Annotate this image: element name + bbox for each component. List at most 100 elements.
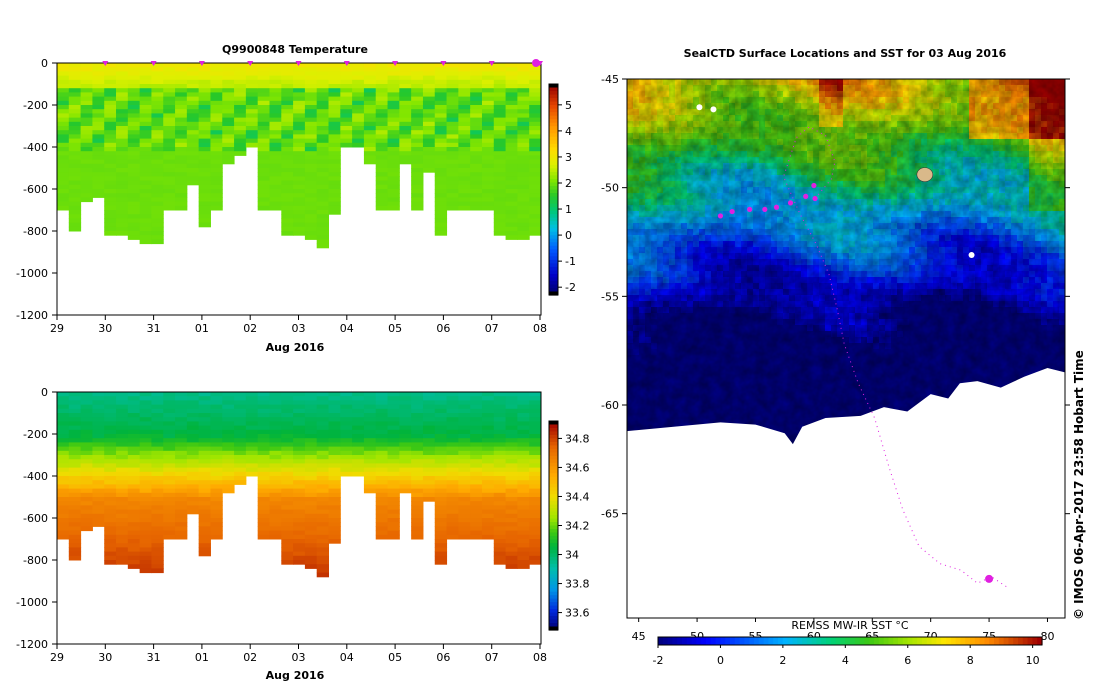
temperature-cell — [198, 151, 211, 156]
temperature-colorbar-segment — [549, 143, 558, 148]
salinity-colorbar-segment — [549, 473, 558, 478]
salinity-cell — [399, 417, 412, 422]
temperature-cell — [399, 151, 412, 156]
temperature-cell — [422, 96, 436, 102]
temperature-cell — [363, 138, 377, 144]
salinity-cell — [104, 513, 117, 519]
temperature-cell — [375, 100, 389, 106]
salinity-cell — [139, 421, 152, 427]
salinity-cell — [222, 413, 235, 418]
temperature-cell — [127, 184, 141, 190]
salinity-cell — [458, 425, 471, 431]
temperature-cell — [481, 155, 495, 161]
salinity-cell — [104, 396, 117, 401]
salinity-cell — [281, 455, 294, 460]
temperature-cell — [505, 109, 518, 114]
salinity-cell — [529, 434, 541, 439]
salinity-cell — [481, 400, 495, 406]
salinity-cell — [411, 484, 424, 490]
salinity-cell — [304, 505, 318, 511]
temperature-cell — [529, 226, 541, 232]
temperature-cell — [493, 92, 507, 98]
salinity-cell — [470, 480, 483, 485]
salinity-cell — [257, 417, 270, 422]
temperature-cell — [68, 105, 82, 110]
salinity-cell — [328, 501, 341, 506]
temperature-cell — [245, 121, 259, 127]
salinity-cell — [198, 476, 211, 481]
temperature-cell — [80, 193, 93, 198]
temperature-cell — [198, 109, 211, 114]
salinity-colorbar-segment — [549, 595, 558, 600]
salinity-cell — [104, 434, 117, 439]
temperature-cell — [529, 109, 541, 114]
temperature-cell — [210, 121, 223, 127]
salinity-cell — [104, 492, 117, 498]
salinity-cell — [434, 396, 448, 401]
salinity-cell — [411, 421, 424, 427]
salinity-cell — [293, 442, 306, 448]
temperature-cell — [375, 142, 389, 148]
salinity-cell — [210, 480, 223, 485]
salinity-cell — [529, 492, 541, 498]
temperature-cell — [80, 197, 93, 203]
salinity-cell — [363, 467, 377, 473]
salinity-cell — [57, 518, 70, 523]
salinity-cell — [304, 421, 318, 427]
temperature-cell — [493, 79, 507, 85]
temperature-colorbar-segment — [549, 224, 558, 229]
temperature-cell — [57, 159, 70, 165]
temperature-plot: 0-200-400-600-800-1000-1200 29 30 31 01 02 03… — [16, 57, 576, 354]
salinity-cell — [493, 400, 507, 406]
temperature-cell — [68, 218, 82, 224]
temperature-cell — [186, 113, 200, 119]
temperature-cell — [328, 201, 341, 207]
temperature-cell — [434, 142, 448, 148]
salinity-cell — [470, 396, 483, 401]
salinity-cell — [151, 476, 164, 481]
temperature-cell — [517, 134, 530, 140]
temperature-cell — [434, 75, 448, 81]
temperature-cell — [198, 218, 211, 224]
salinity-cell — [116, 438, 129, 443]
salinity-cell — [269, 396, 282, 401]
salinity-cell — [210, 471, 223, 477]
salinity-cell — [269, 488, 282, 494]
temperature-cell — [116, 184, 129, 190]
temperature-colorbar-segment — [549, 284, 558, 289]
temperature-y-tick-label: -1000 — [16, 267, 48, 280]
temperature-cell — [481, 92, 495, 98]
temperature-cell — [281, 218, 294, 224]
temperature-cell — [458, 92, 471, 98]
temperature-cell — [446, 63, 459, 68]
salinity-cell — [198, 404, 211, 410]
salinity-cell — [481, 522, 495, 527]
salinity-cell — [375, 526, 389, 532]
salinity-colorbar-segment — [549, 466, 558, 471]
salinity-cell — [139, 455, 152, 460]
salinity-cell — [470, 413, 483, 418]
temperature-cell — [411, 138, 424, 144]
temperature-cell — [481, 172, 495, 177]
temperature-cell — [493, 96, 507, 102]
salinity-cell — [234, 413, 247, 418]
salinity-cell — [328, 438, 341, 443]
temperature-cell — [210, 126, 223, 131]
temperature-cell — [57, 163, 70, 169]
salinity-cell — [186, 425, 200, 431]
temperature-cell — [281, 159, 294, 165]
temperature-cell — [328, 117, 341, 123]
salinity-colorbar-segment — [549, 570, 558, 575]
salinity-cell — [481, 459, 495, 464]
salinity-cell — [458, 534, 471, 540]
salinity-cell — [116, 471, 129, 477]
temperature-cell — [163, 88, 176, 93]
temperature-cell — [104, 67, 117, 72]
temperature-cell — [210, 197, 223, 203]
salinity-colorbar-segment — [549, 483, 558, 488]
temperature-cell — [293, 210, 306, 215]
salinity-cell — [57, 417, 70, 422]
salinity-cell — [257, 459, 270, 464]
salinity-cell — [340, 396, 353, 401]
salinity-cell — [411, 463, 424, 469]
